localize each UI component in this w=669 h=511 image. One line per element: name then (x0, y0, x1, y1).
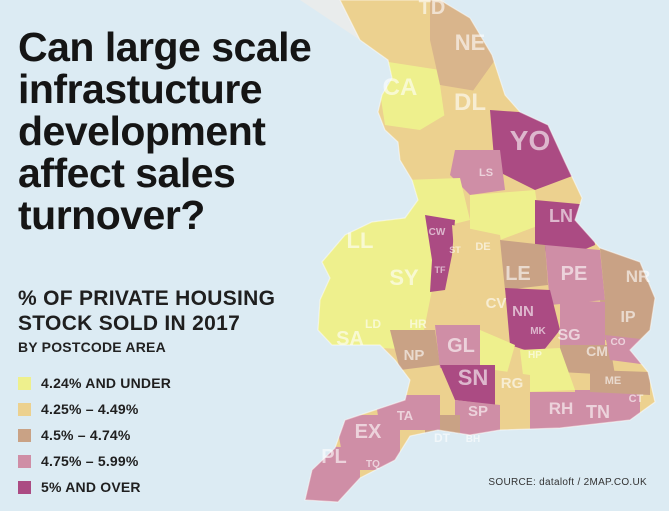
legend-label: 4.5% – 4.74% (41, 427, 131, 443)
legend-label: 4.25% – 4.49% (41, 401, 139, 417)
postcode-label-hr: HR (409, 317, 427, 331)
region-sg (560, 300, 605, 350)
region-cv (455, 290, 505, 330)
region-rh (530, 392, 575, 430)
postcode-label-cv: CV (486, 295, 507, 312)
region-sn (440, 365, 495, 405)
postcode-label-nn: NN (512, 303, 534, 320)
headline: Can large scale infrastucture developmen… (18, 24, 312, 238)
legend-item: 4.25% – 4.49% (18, 396, 171, 422)
region-st-de (452, 225, 505, 275)
postcode-label-mk: MK (530, 326, 546, 337)
postcode-label-nr: NR (626, 267, 651, 286)
postcode-label-tn: TN (586, 402, 610, 422)
postcode-label-hp: HP (528, 350, 542, 361)
postcode-label-dl: DL (454, 89, 486, 116)
postcode-label-me: ME (605, 375, 622, 387)
region-rg (495, 370, 530, 405)
postcode-label-sy: SY (389, 265, 419, 290)
legend-swatch (18, 454, 31, 468)
postcode-label-sg: SG (557, 327, 580, 344)
region-cm (560, 345, 615, 375)
postcode-label-de: DE (475, 241, 490, 253)
postcode-label-ll: LL (347, 228, 374, 253)
legend-item: 4.5% – 4.74% (18, 422, 171, 448)
legend-swatch (18, 376, 31, 390)
source-credit: SOURCE: dataloft / 2MAP.CO.UK (488, 477, 647, 488)
postcode-label-td: TD (419, 0, 446, 19)
postcode-label-st: ST (449, 245, 461, 255)
region-sheffield (470, 190, 540, 240)
postcode-label-rh: RH (549, 399, 574, 418)
postcode-label-ls: LS (479, 167, 493, 179)
region-sp (455, 400, 500, 440)
region-nn-mk (505, 288, 560, 355)
postcode-label-dt: DT (434, 431, 451, 445)
postcode-label-le: LE (505, 263, 531, 285)
postcode-label-tq: TQ (366, 459, 380, 470)
region-pe (545, 245, 605, 305)
postcode-label-gl: GL (447, 335, 475, 357)
region-dl (440, 85, 500, 150)
legend-item: 5% AND OVER (18, 474, 171, 500)
postcode-label-pe: PE (561, 263, 588, 285)
legend-label: 4.75% – 5.99% (41, 453, 139, 469)
region-ls (450, 150, 505, 195)
region-le (500, 240, 548, 290)
postcode-label-ne: NE (455, 30, 486, 55)
postcode-label-sp: SP (468, 403, 488, 420)
postcode-label-ct: CT (629, 393, 644, 405)
region-cw-tf (425, 215, 455, 292)
region-north-west (405, 178, 470, 230)
region-ip (600, 300, 655, 345)
postcode-label-ca: CA (383, 74, 418, 101)
postcode-label-yo: YO (510, 125, 550, 156)
region-london-ring (520, 348, 575, 392)
postcode-regions (305, 0, 655, 502)
postcode-label-ln: LN (549, 206, 573, 226)
postcode-label-cm: CM (586, 343, 608, 359)
legend-label: 4.24% AND UNDER (41, 375, 172, 391)
region-tn (575, 390, 640, 430)
legend-label: 5% AND OVER (41, 479, 141, 495)
region-gl (435, 325, 480, 368)
region-np (390, 330, 440, 370)
postcode-label-ip: IP (620, 309, 635, 326)
map-subtitle-small: BY POSTCODE AREA (18, 339, 166, 355)
postcode-label-sn: SN (458, 365, 489, 390)
postcode-label-tf: TF (435, 265, 446, 275)
postcode-label-co: CO (611, 337, 626, 348)
postcode-label-np: NP (404, 347, 425, 364)
legend-item: 4.75% – 5.99% (18, 448, 171, 474)
postcode-label-cw: CW (429, 227, 446, 238)
postcode-label-ta: TA (397, 408, 414, 423)
postcode-label-ld: LD (365, 317, 381, 331)
coastline (304, 0, 656, 503)
region-me-ct (590, 370, 650, 395)
postcode-label-bh: BH (466, 434, 480, 445)
postcode-label-pl: PL (321, 446, 347, 468)
postcode-label-sa: SA (336, 328, 364, 350)
legend-swatch (18, 428, 31, 442)
legend-item: 4.24% AND UNDER (18, 370, 171, 396)
legend: 4.24% AND UNDER 4.25% – 4.49% 4.5% – 4.7… (18, 370, 171, 500)
map-subtitle: % OF PRIVATE HOUSING STOCK SOLD IN 2017 (18, 287, 276, 335)
legend-swatch (18, 402, 31, 416)
legend-swatch (18, 480, 31, 494)
postcode-label-ex: EX (355, 421, 382, 443)
postcode-label-rg: RG (501, 375, 524, 392)
